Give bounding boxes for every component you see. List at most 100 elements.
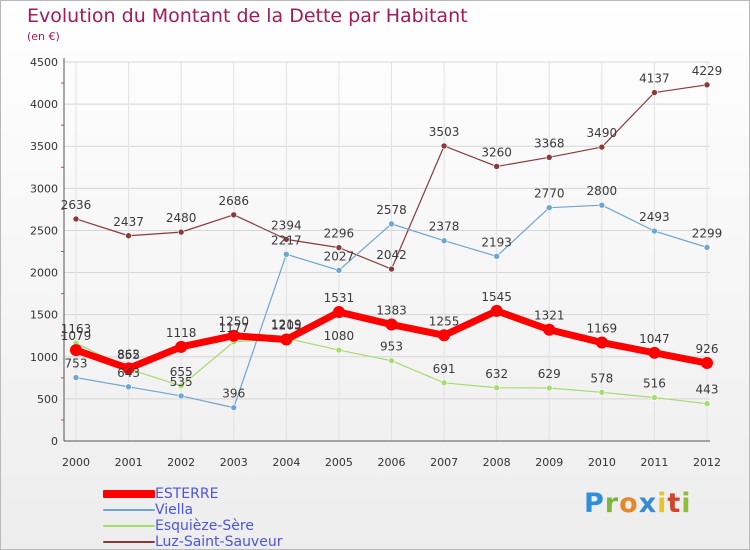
data-label: 2437 [113, 215, 144, 229]
data-label: 753 [65, 357, 88, 371]
data-label: 2480 [166, 211, 197, 225]
x-tick-label: 2001 [115, 456, 143, 469]
data-point [440, 237, 448, 245]
x-tick-label: 2008 [483, 456, 511, 469]
data-point [598, 201, 606, 209]
data-point [335, 244, 343, 251]
data-label: 2217 [271, 233, 302, 247]
data-point [438, 329, 451, 342]
data-label: 396 [222, 387, 245, 401]
data-label: 578 [590, 371, 613, 385]
data-point [651, 89, 658, 96]
data-point [72, 374, 80, 381]
data-label: 535 [170, 375, 193, 389]
legend-label: Luz-Saint-Sauveur [155, 534, 283, 550]
data-label: 3368 [534, 136, 565, 150]
data-label: 2800 [587, 184, 618, 198]
data-point [230, 211, 238, 219]
data-label: 1047 [639, 332, 670, 346]
data-label: 1531 [324, 291, 355, 305]
logo-letter: r [604, 488, 620, 519]
data-point [543, 323, 556, 336]
data-label: 1177 [218, 321, 249, 335]
data-label: 1250 [218, 315, 249, 329]
data-point [175, 340, 188, 353]
x-tick-label: 2005 [325, 456, 353, 469]
data-point [283, 236, 290, 243]
x-tick-label: 2009 [535, 456, 563, 469]
logo-letter: o [619, 488, 639, 519]
logo-letter: P [584, 488, 605, 519]
data-label: 2493 [639, 210, 670, 224]
data-point [545, 154, 553, 161]
data-label: 1255 [429, 314, 460, 328]
data-label: 2636 [61, 198, 92, 212]
data-point [703, 400, 711, 407]
data-point [440, 379, 448, 387]
data-label: 1383 [376, 304, 407, 318]
logo-letter: i [657, 488, 668, 519]
data-label: 632 [485, 367, 508, 381]
data-label: 1079 [61, 329, 92, 343]
legend-label: Viella [155, 502, 194, 518]
legend-label: ESTERRE [155, 486, 219, 502]
data-label: 443 [696, 383, 719, 397]
data-point [490, 304, 503, 317]
legend-swatch [103, 490, 155, 498]
data-point [388, 220, 395, 228]
data-label: 2027 [324, 249, 355, 263]
data-point [701, 357, 713, 370]
data-point [493, 253, 500, 260]
data-label: 629 [538, 367, 561, 381]
data-label: 4229 [692, 64, 723, 78]
data-point [280, 333, 293, 346]
data-label: 1080 [324, 329, 355, 343]
data-point [545, 384, 553, 392]
x-tick-label: 2012 [693, 456, 721, 469]
logo-letter: t [667, 488, 682, 519]
data-point [703, 244, 711, 251]
data-label: 691 [433, 362, 456, 376]
data-point [598, 389, 606, 396]
y-tick-label: 3000 [30, 182, 58, 195]
data-point [122, 362, 135, 375]
x-tick-label: 2000 [62, 456, 90, 469]
x-tick-label: 2002 [167, 456, 195, 469]
data-label: 2042 [376, 248, 407, 262]
data-label: 3503 [429, 125, 460, 139]
data-point [335, 346, 343, 354]
y-tick-label: 1500 [30, 309, 58, 322]
data-point [440, 142, 448, 150]
data-point [177, 382, 185, 390]
y-tick-label: 500 [37, 393, 58, 406]
data-point [125, 383, 132, 391]
data-point [651, 394, 658, 401]
y-tick-label: 4000 [30, 98, 58, 111]
data-point [177, 228, 185, 236]
data-point [335, 266, 343, 274]
data-point [388, 357, 395, 365]
data-label: 655 [170, 365, 193, 379]
data-point [388, 265, 395, 273]
x-tick-label: 2010 [588, 456, 616, 469]
proxiti-logo: Proxiti [584, 488, 692, 519]
data-label: 2394 [271, 218, 302, 232]
data-point [72, 215, 80, 223]
chart-title: Evolution du Montant de la Dette par Hab… [27, 5, 468, 27]
data-label: 3490 [587, 126, 618, 140]
data-point [125, 232, 132, 240]
data-label: 1219 [271, 317, 302, 331]
x-tick-label: 2006 [378, 456, 406, 469]
data-point [598, 143, 606, 151]
data-point [493, 163, 500, 170]
data-label: 3260 [481, 145, 512, 159]
data-label: 2378 [429, 220, 460, 234]
data-label: 862 [117, 347, 140, 361]
chart-subtitle: (en €) [27, 30, 60, 43]
y-tick-label: 3500 [30, 140, 58, 153]
x-tick-label: 2004 [272, 456, 300, 469]
data-label: 2578 [376, 203, 407, 217]
logo-letter: i [681, 488, 692, 519]
data-point [595, 336, 608, 349]
